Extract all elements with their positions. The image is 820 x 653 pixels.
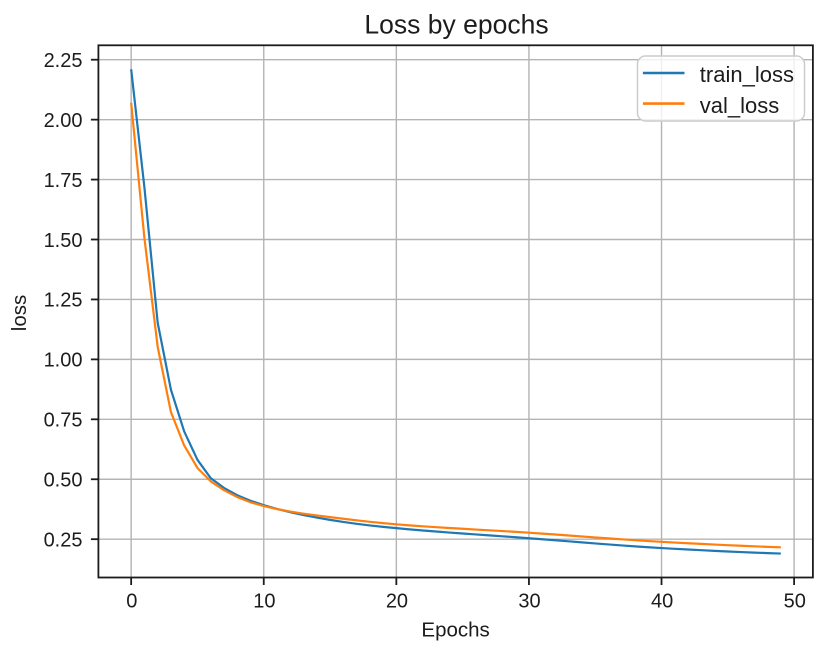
svg-text:10: 10: [253, 591, 275, 613]
svg-text:1.00: 1.00: [44, 350, 83, 372]
svg-text:train_loss: train_loss: [700, 62, 794, 87]
svg-text:loss: loss: [8, 295, 31, 331]
svg-text:1.75: 1.75: [44, 170, 83, 192]
svg-text:20: 20: [386, 591, 408, 613]
svg-text:0.50: 0.50: [44, 470, 83, 492]
svg-text:0: 0: [126, 591, 137, 613]
svg-text:0.25: 0.25: [44, 529, 83, 551]
svg-text:50: 50: [784, 591, 806, 613]
svg-text:30: 30: [518, 591, 540, 613]
svg-text:Loss by epochs: Loss by epochs: [364, 10, 548, 40]
svg-text:val_loss: val_loss: [700, 93, 779, 118]
svg-text:Epochs: Epochs: [421, 619, 489, 642]
svg-text:1.25: 1.25: [44, 290, 83, 312]
svg-text:1.50: 1.50: [44, 230, 83, 252]
svg-text:2.00: 2.00: [44, 110, 83, 132]
svg-text:40: 40: [651, 591, 673, 613]
svg-text:2.25: 2.25: [44, 50, 83, 72]
svg-text:0.75: 0.75: [44, 410, 83, 432]
